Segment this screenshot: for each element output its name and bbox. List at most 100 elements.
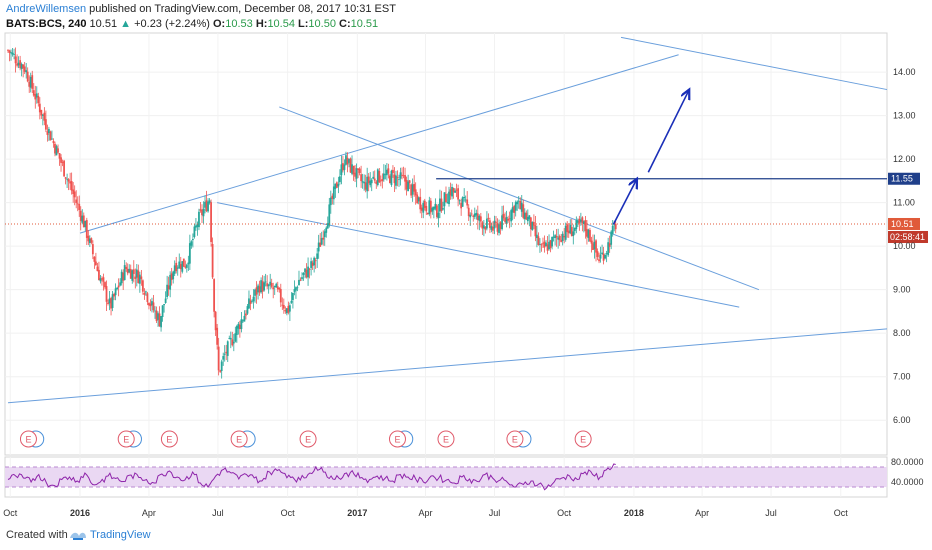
candle-body [143, 292, 146, 295]
candle-body [7, 50, 9, 51]
candle-body [35, 93, 38, 98]
earnings-label: E [305, 435, 311, 445]
rsi-line [7, 463, 616, 491]
candle-body [375, 181, 378, 184]
last-price-tag-label: 10.51 [891, 219, 914, 229]
candle-body [275, 283, 278, 288]
tradingview-brand[interactable]: TradingView [90, 529, 151, 541]
earnings-circle [117, 430, 135, 448]
candle-body [342, 163, 344, 171]
candle-body [182, 258, 185, 267]
candle-body [469, 214, 472, 218]
candle-body [184, 266, 187, 268]
candle-body [413, 184, 416, 192]
candle-body [88, 238, 91, 243]
candle-body [319, 242, 322, 247]
candle-body [329, 197, 332, 206]
axis-price-tags: 11.55 10.51 02:58:41 [888, 172, 928, 243]
candle-body [67, 179, 70, 182]
candle-body [346, 157, 349, 165]
earnings-circle [437, 430, 455, 448]
y-tick-label: 9.00 [893, 285, 911, 295]
candle-body [546, 244, 549, 251]
candle-body [148, 302, 150, 306]
candle-body [578, 218, 581, 224]
author-link[interactable]: AndreWillemsen [6, 3, 87, 15]
y-tick-label: 6.00 [893, 415, 911, 425]
candle-body [466, 199, 469, 206]
candle-body [373, 178, 376, 181]
candle-body [135, 269, 138, 278]
candle-body [452, 188, 455, 193]
candle-body [69, 181, 72, 184]
candle-body [260, 280, 262, 293]
candle-body [338, 176, 341, 183]
candle-body [248, 298, 250, 309]
candle-body [99, 278, 102, 282]
candle-body [242, 320, 244, 322]
candle-body [354, 172, 356, 177]
x-tick-label: Oct [281, 508, 296, 518]
candle-body [457, 188, 460, 200]
candle-body [105, 286, 108, 302]
candle-body [405, 180, 408, 190]
earnings-circle [160, 430, 178, 448]
candle-body [281, 304, 284, 306]
candle-body [484, 227, 487, 230]
candle-body [107, 302, 109, 304]
projection-arrow [647, 90, 689, 173]
candle-body [78, 203, 81, 210]
candle-body [46, 131, 49, 135]
candle-body [445, 193, 447, 203]
candle-body [502, 213, 505, 219]
candle-body [304, 268, 306, 273]
candle-body [55, 146, 58, 156]
candle-body [516, 201, 519, 205]
candle-body [470, 213, 473, 215]
ohlc-line: BATS:BCS, 240 10.51 ▲ +0.23 (+2.24%) O:1… [6, 18, 378, 30]
candle-body [301, 277, 303, 279]
candle-body [129, 268, 132, 279]
candle-body [511, 207, 514, 213]
axes: 6.00 7.00 8.00 9.00 10.00 11.00 12.00 13.00 14.0… [3, 67, 923, 518]
candle-body [363, 181, 366, 184]
candle-body [460, 202, 463, 209]
candle-body [322, 237, 325, 240]
open-value: 10.53 [225, 18, 253, 30]
candle-body [467, 207, 470, 217]
candle-body [357, 168, 359, 170]
last-price-tag [888, 217, 920, 230]
y-tick-label: 11.00 [893, 198, 915, 208]
candle-body [392, 169, 394, 173]
price-chart[interactable]: E E E E E E E E E 11.55 10.51 02:58:41 6.00 7.00 8.0… [0, 0, 932, 524]
candle-body [508, 218, 511, 220]
candle-body [63, 160, 65, 177]
candle-body [423, 200, 426, 208]
candle-body [493, 220, 496, 229]
candle-body [566, 224, 569, 232]
candle-body [439, 198, 441, 212]
candle-body [554, 235, 557, 239]
candle-body [141, 280, 144, 292]
candle-body [601, 252, 603, 255]
candle-body [122, 272, 125, 281]
candle-body [84, 220, 87, 228]
candle-body [249, 300, 252, 304]
candle-body [572, 231, 575, 237]
candle-body [223, 353, 226, 355]
candle-body [235, 326, 238, 335]
candle-body [145, 291, 147, 293]
rsi-band [5, 467, 887, 487]
candle-body [232, 341, 235, 344]
candle-body [282, 305, 285, 309]
candle-body [399, 172, 402, 179]
candle-body [252, 296, 255, 302]
chart-grid [4, 32, 888, 498]
candle-body [463, 197, 466, 199]
candle-body [101, 278, 103, 280]
earnings-marker: E [117, 430, 135, 448]
candle-body [599, 254, 602, 259]
rsi-tick-label: 80.0000 [891, 457, 924, 467]
candle-body [140, 276, 143, 279]
candle-body [337, 184, 340, 187]
